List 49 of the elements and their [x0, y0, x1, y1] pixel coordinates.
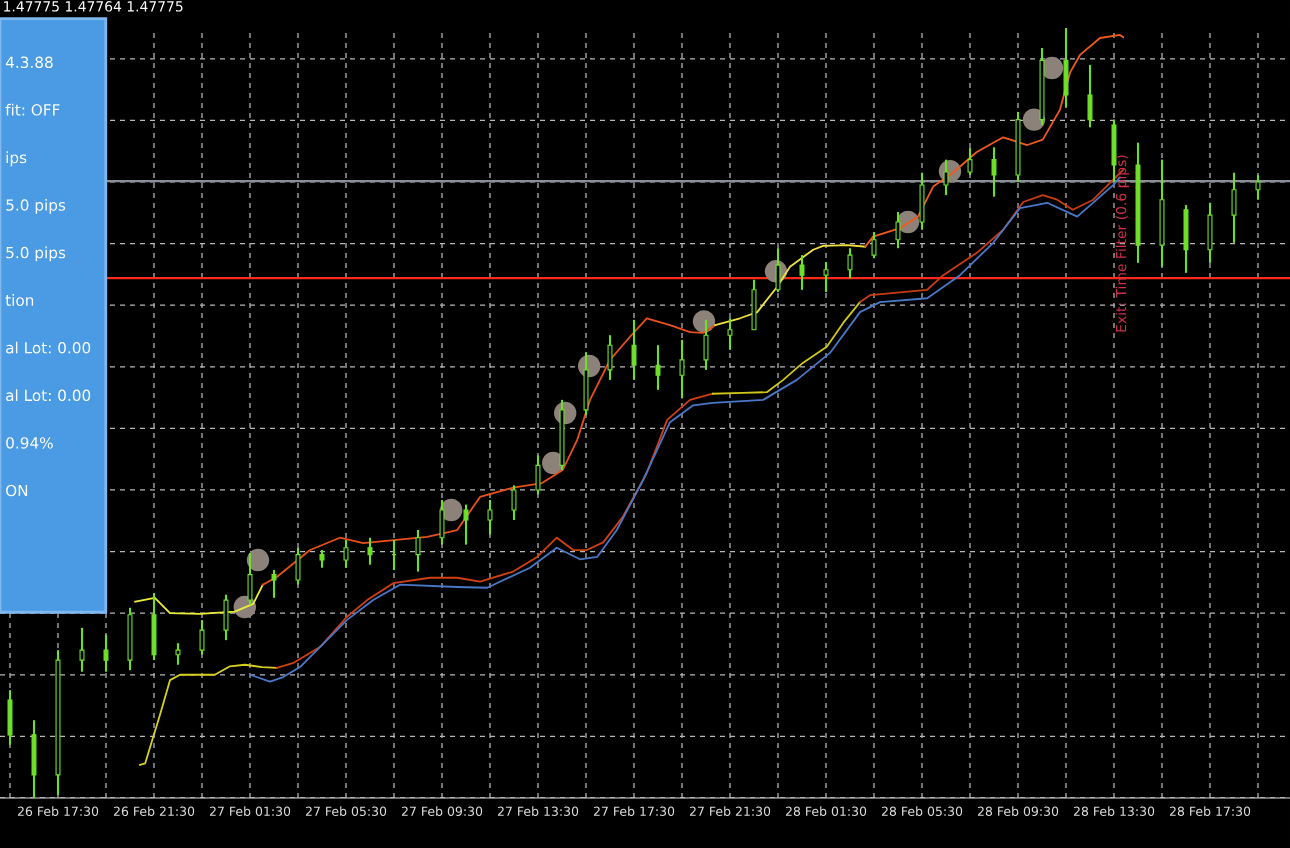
annotation: tion — [5, 294, 34, 306]
candlestick — [943, 158, 949, 197]
x-tick-label: 27 Feb 01:30 — [209, 806, 291, 816]
x-tick-label: 28 Feb 05:30 — [881, 806, 963, 816]
candlestick — [679, 338, 685, 400]
candlestick — [367, 536, 373, 566]
x-tick-label: 26 Feb 17:30 — [17, 806, 99, 816]
annotation: 5.0 pips — [6, 198, 66, 214]
candlestick — [823, 261, 829, 294]
text: 1.47775 1.47764 1.47775 — [4, 1, 183, 12]
annotation: 5.0 pips — [6, 246, 66, 262]
candlestick — [103, 633, 109, 673]
candlestick — [343, 538, 349, 569]
x-tick-label: 27 Feb 21:30 — [689, 806, 771, 816]
x-tick-label: 28 Feb 13:30 — [1073, 806, 1155, 816]
annotation: ips — [6, 151, 27, 167]
x-tick-label: 27 Feb 05:30 — [305, 806, 387, 816]
candlestick — [1255, 174, 1261, 201]
annotation: ON — [6, 484, 28, 497]
candlestick — [415, 528, 421, 573]
x-tick-label: 28 Feb 17:30 — [1169, 806, 1251, 816]
candlestick — [631, 318, 637, 381]
candlestick — [511, 484, 517, 522]
candlestick — [487, 498, 493, 536]
annotation: al Lot: 0.00 — [6, 341, 91, 354]
candlestick — [79, 626, 85, 673]
candlestick — [727, 317, 733, 351]
annotation: Exit: Time Filter (0.6 pips) — [1115, 155, 1130, 332]
candlestick — [799, 254, 805, 291]
candlestick — [655, 344, 661, 391]
candlestick — [463, 503, 469, 546]
candlestick — [871, 230, 877, 260]
annotation: al Lot: 0.00 — [6, 389, 91, 402]
candlestick — [895, 210, 901, 250]
x-tick-label: 27 Feb 17:30 — [593, 806, 675, 816]
x-tick-label: 27 Feb 13:30 — [497, 806, 579, 816]
annotation: 4.3.88 — [5, 56, 53, 69]
x-tick-label: 28 Feb 09:30 — [977, 806, 1059, 816]
annotation: fit: OFF — [5, 103, 60, 116]
x-tick-label: 27 Feb 09:30 — [401, 806, 483, 816]
x-tick-label: 26 Feb 21:30 — [113, 806, 195, 816]
candlestick — [967, 147, 973, 177]
candlestick — [271, 569, 277, 599]
candlestick — [199, 619, 205, 656]
candlestick — [175, 642, 181, 666]
annotation: 0.94% — [6, 437, 53, 449]
candlestick — [847, 247, 853, 280]
candlestick — [991, 146, 997, 198]
x-tick-label: 28 Feb 01:30 — [785, 806, 867, 816]
